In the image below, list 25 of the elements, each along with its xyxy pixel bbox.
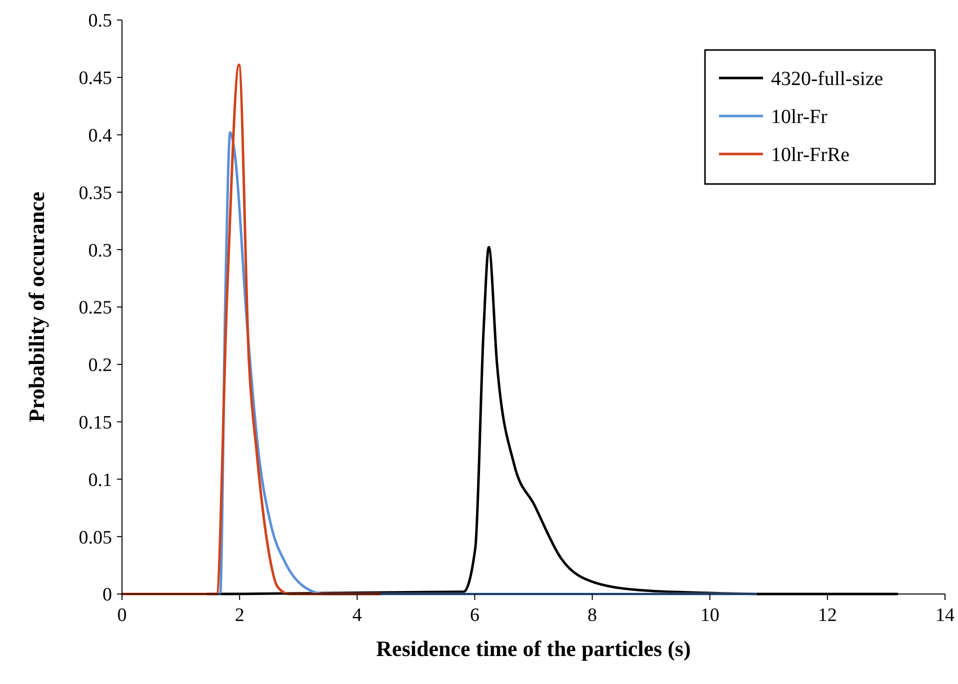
x-tick-label: 10 [700,605,720,626]
x-tick-label: 8 [588,605,598,626]
x-tick-label: 0 [117,605,127,626]
line-series [120,64,382,596]
legend-label: 10lr-Fr [771,106,828,128]
legend-label: 10lr-FrRe [771,144,850,166]
y-tick-label: 0.5 [88,10,112,32]
legend-label: 4320-full-size [771,68,884,90]
y-tick-label: 0.3 [88,240,112,262]
x-tick-label: 2 [234,605,244,626]
y-tick-label: 0.25 [78,298,112,319]
x-axis-title: Residence time of the particles (s) [376,636,691,661]
y-axis-title: Probability of occurance [24,191,49,422]
x-tick-label: 4 [352,605,362,626]
x-tick-label: 12 [818,605,837,626]
y-tick-label: 0.45 [78,68,112,90]
y-tick-label: 0.35 [78,182,112,204]
x-tick-label: 14 [936,605,955,626]
y-tick-label: 0 [102,584,112,606]
x-tick-label: 6 [470,605,480,626]
y-tick-label: 0.1 [88,470,112,491]
y-tick-label: 0.4 [88,125,112,146]
y-tick-label: 0.2 [88,355,112,376]
y-tick-label: 0.05 [78,527,112,548]
y-tick-label: 0.15 [78,412,112,434]
